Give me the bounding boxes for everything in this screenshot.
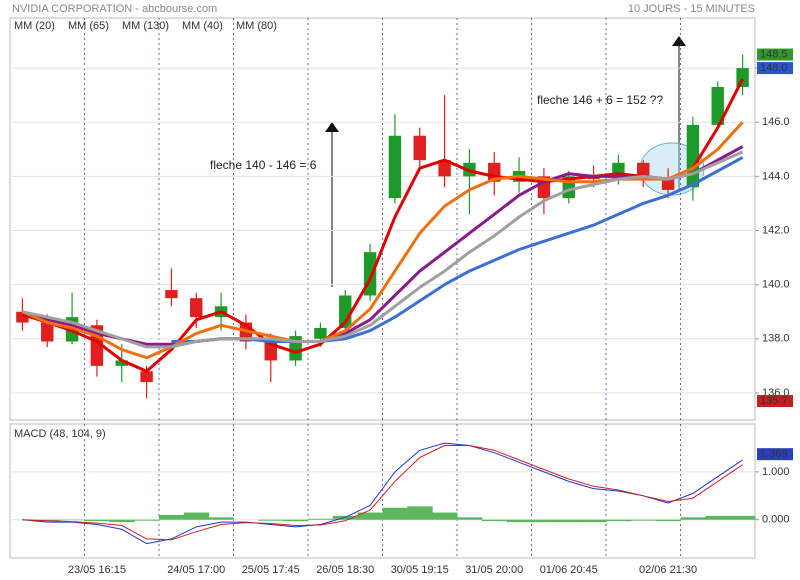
price-marker [757,62,793,75]
ma-line [21,78,744,373]
histogram-bar [531,519,557,523]
x-tick-label: 24/05 17:00 [167,564,225,576]
ma-line [21,145,744,346]
y-tick-label: 146.0 [762,116,790,128]
y-tick-label: 144.0 [762,170,790,182]
x-tick-label: 01/06 20:45 [540,564,598,576]
histogram-bar [34,519,61,521]
x-tick-label: 30/05 19:15 [391,564,449,576]
y-tick-label: 142.0 [762,224,790,236]
price-marker-label: 148.0 [760,62,788,74]
histogram-bar [606,519,632,522]
candle-body [438,160,451,177]
macd-title: MACD (48, 104, 9) [14,428,106,440]
legend-label: MM (40) [182,20,223,32]
x-tick-label: 31/05 20:00 [465,564,523,576]
histogram-bar [332,515,359,520]
chart-title: NVIDIA CORPORATION - abcbourse.com [12,3,217,15]
x-tick-label: 23/05 16:15 [68,564,126,576]
candle-body [16,311,29,323]
candle-body [413,135,426,161]
legend-label: MM (65) [68,20,109,32]
candle-body [661,179,675,190]
ma-line [171,156,744,343]
ma-line [22,150,744,349]
macd-line [22,445,743,541]
histogram-bar [457,517,483,520]
histogram-bar [183,512,210,520]
histogram-bar [432,512,458,520]
candle-body [165,290,178,299]
annotation: fleche 140 - 146 = 6 [210,158,317,172]
histogram-bar [308,518,334,520]
macd-line [22,442,743,545]
price-marker [757,448,793,461]
histogram-bar [258,519,284,521]
x-tick-label: 02/06 21:30 [639,564,697,576]
histogram-bar [630,519,657,521]
histogram-bar [680,517,706,520]
y-tick-label: 138.0 [762,333,790,345]
legend-label: MM (80) [236,20,277,32]
candle-body [41,322,54,342]
histogram-bar [109,519,135,523]
histogram-bar [382,507,408,520]
annotation: fleche 146 + 6 = 152 ?? [537,93,663,107]
y-tick-label: 140.0 [762,279,790,291]
price-marker-label: 1.369 [760,448,788,460]
y-tick-label: 0.000 [762,514,790,526]
histogram-bar [730,515,756,520]
histogram-bar [506,519,532,523]
candle-body [388,135,402,199]
histogram-bar [655,519,681,522]
legend-label: MM (20) [14,20,55,32]
price-marker-label: 148.5 [760,48,788,60]
y-tick-label: 1.000 [762,466,790,478]
histogram-bar [134,519,160,521]
x-tick-label: 25/05 17:45 [242,564,300,576]
candle-body [686,124,700,188]
histogram-bar [705,515,731,520]
price-marker [757,48,793,61]
x-tick-label: 26/05 18:30 [316,564,374,576]
histogram-bar [357,512,383,520]
candle-body [115,360,128,366]
price-marker-label: 135.7 [760,395,788,407]
arrow-head [325,122,339,132]
histogram-bar [159,514,185,520]
histogram-bar [556,519,582,523]
candle-body [711,87,724,125]
chart-subtitle: 10 JOURS - 15 MINUTES [628,3,755,15]
histogram-bar [581,519,607,523]
candle-body [314,327,327,339]
price-marker [757,395,793,408]
histogram-bar [481,519,508,522]
histogram-bar [407,506,433,520]
arrow-head [672,36,686,46]
histogram-bar [283,519,309,522]
candle-body [190,298,203,318]
histogram-bar [208,517,234,520]
legend-label: MM (130) [122,20,169,32]
candle-body [140,371,153,383]
histogram-bar [84,519,110,522]
